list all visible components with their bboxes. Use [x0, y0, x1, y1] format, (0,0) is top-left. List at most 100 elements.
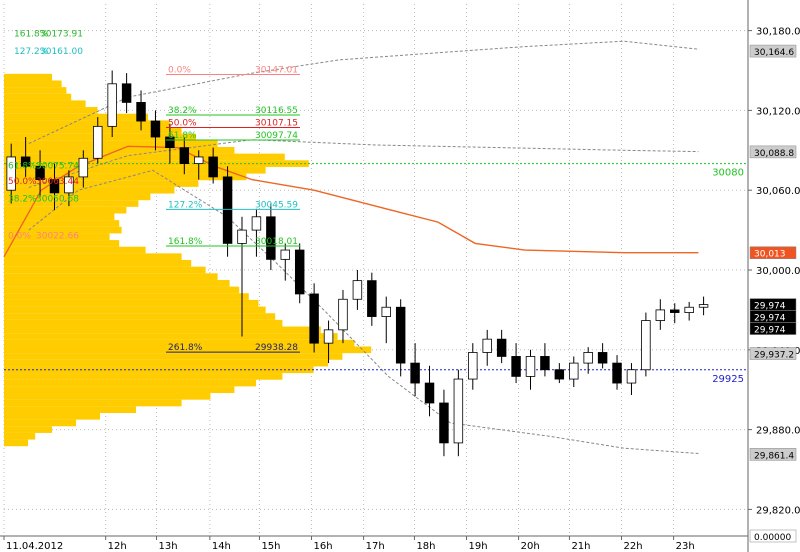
- time-tick-label: 21h: [571, 541, 590, 552]
- volume-profile-bar: [4, 326, 321, 334]
- candle-body: [64, 176, 74, 194]
- candle-body: [251, 216, 262, 231]
- candle-body: [323, 329, 334, 344]
- volume-profile-bar: [4, 240, 120, 247]
- volume-profile-bar: [4, 107, 98, 114]
- top-left-label: 161.8%: [14, 30, 49, 40]
- candle-body: [20, 156, 31, 167]
- volume-profile-bar: [4, 333, 338, 340]
- time-axis: 11.04.2012 12h 13h 14h 15h 16h 17h 18h 19h 20h 21h…: [0, 535, 748, 552]
- volume-profile-bar: [4, 339, 355, 347]
- time-tick-label: 20h: [521, 541, 540, 552]
- candle-body: [684, 306, 694, 313]
- volume-profile-bar: [4, 399, 182, 407]
- volume-profile-bar: [4, 100, 86, 108]
- left-fib-label: 38.2%: [8, 195, 37, 205]
- candle-body: [49, 179, 60, 194]
- candle-body: [655, 309, 666, 321]
- candle-body: [511, 356, 521, 377]
- candle-body: [482, 338, 492, 353]
- volume-profile-bar: [4, 359, 328, 367]
- candle-body: [626, 369, 637, 384]
- volume-profile-bar: [4, 260, 192, 267]
- candle-body: [222, 176, 233, 244]
- left-fib-label: 50.0%: [8, 177, 37, 187]
- fib-value: 30107.15: [255, 118, 298, 128]
- time-tick-label: 13h: [159, 541, 178, 552]
- volume-profile-bar: [4, 246, 146, 254]
- candle-body: [136, 102, 146, 122]
- upper-band-line: [28, 40, 699, 145]
- price-tick-label: 29,880.0: [756, 426, 800, 437]
- volume-profile-bar: [4, 213, 115, 221]
- volume-profile-bar: [4, 279, 230, 287]
- price-tick-label: 30,180.0: [756, 27, 800, 38]
- price-label-text: 0.00000: [754, 533, 791, 543]
- candle-body: [554, 369, 565, 380]
- candle-body: [309, 293, 319, 344]
- volume-profile-bar: [4, 386, 235, 394]
- volume-profile-bar: [4, 273, 218, 280]
- price-label-text: 30,013: [754, 250, 786, 260]
- time-tick-label: 12h: [108, 541, 127, 552]
- candle-body: [612, 362, 622, 384]
- top-left-label: 127.2%: [14, 47, 49, 57]
- candle-body: [6, 156, 16, 191]
- price-label-text: 29,974: [754, 314, 786, 324]
- volume-profile-bar: [4, 226, 122, 234]
- candle-body: [338, 298, 348, 331]
- left-fib-label: 30022.66: [36, 232, 79, 242]
- price-label-text: 29,974: [754, 326, 786, 336]
- fib-value: 30116.55: [255, 106, 298, 116]
- price-tick-label: 30,060.0: [756, 186, 800, 197]
- time-tick-label: 18h: [416, 541, 435, 552]
- candles: [6, 70, 709, 457]
- candle-body: [569, 362, 579, 380]
- fib-pct: 0.0%: [168, 65, 191, 75]
- volume-profile-bar: [4, 432, 36, 440]
- price-tick-label: 29,820.0: [756, 505, 800, 516]
- volume-profile-bar: [4, 366, 314, 374]
- fib-pct: 161.8%: [168, 237, 203, 247]
- volume-profile-bar: [4, 173, 247, 181]
- candle-body: [194, 156, 204, 164]
- time-tick-label: 19h: [469, 541, 488, 552]
- volume-profile-bar: [4, 346, 372, 354]
- volume-profile-bar: [4, 393, 211, 400]
- volume-profile-bar: [4, 73, 52, 81]
- fib-pct: 50.0%: [168, 118, 197, 128]
- candle-body: [294, 249, 305, 295]
- fibonacci-labels: 0.0% 30147.01 38.2% 30116.55 50.0% 30107.15 61…: [8, 30, 300, 353]
- volume-profile-bar: [4, 93, 72, 101]
- level-line-label: 29925: [712, 374, 744, 385]
- candle-body: [78, 157, 89, 178]
- fib-value: 30045.59: [255, 200, 298, 210]
- candle-body: [352, 280, 363, 300]
- fib-value: 29938.28: [255, 343, 298, 353]
- candle-body: [179, 147, 190, 164]
- volume-profile-bar: [4, 439, 28, 447]
- fib-pct: 61.8%: [168, 131, 197, 141]
- candle-body: [107, 83, 117, 127]
- volume-profile-bar: [4, 140, 218, 147]
- volume-profile-bar: [4, 373, 283, 380]
- volume-profile-bar: [4, 200, 139, 207]
- volume-profile-bar: [4, 353, 343, 360]
- volume-profile-bar: [4, 253, 182, 261]
- time-tick-label: 17h: [366, 541, 385, 552]
- candle-body: [453, 378, 464, 444]
- volume-profile-bar: [4, 220, 120, 227]
- time-tick-label: 14h: [212, 541, 231, 552]
- volume-profile-bar: [4, 206, 127, 214]
- time-tick-label: 11.04.2012: [6, 541, 63, 552]
- volume-profile-bar: [4, 293, 249, 300]
- candle-body: [381, 306, 391, 317]
- volume-profile-bar: [4, 80, 62, 88]
- left-fib-label: 30050.68: [36, 195, 79, 205]
- candle-body: [280, 249, 291, 260]
- price-label-box: [749, 145, 797, 159]
- price-label-box: [749, 44, 797, 58]
- left-fib-label: 61.8%: [8, 161, 37, 171]
- volume-profile-bar: [4, 113, 148, 121]
- volume-profile-bar: [4, 306, 266, 314]
